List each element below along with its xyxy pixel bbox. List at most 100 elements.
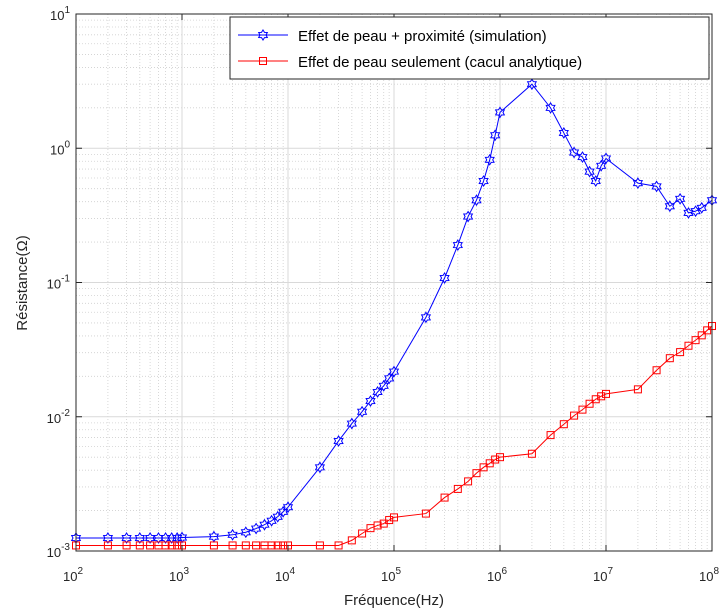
data-point-analytique — [135, 541, 144, 550]
x-tick-label: 108 — [699, 566, 719, 584]
data-point-analytique — [652, 366, 661, 375]
data-point-simulation — [577, 151, 588, 163]
data-point-analytique — [146, 541, 155, 550]
data-point-simulation — [600, 152, 612, 165]
data-point-analytique — [267, 541, 276, 550]
data-point-analytique — [578, 405, 587, 414]
data-point-analytique — [167, 541, 176, 550]
data-point-analytique — [103, 541, 112, 550]
data-point-analytique — [546, 431, 555, 440]
series-analytique — [72, 322, 716, 550]
data-point-simulation — [227, 528, 238, 541]
data-point-analytique — [334, 541, 343, 550]
data-point-simulation — [134, 532, 145, 544]
x-tick-label: 106 — [487, 566, 507, 584]
data-point-analytique — [665, 354, 674, 363]
data-point-analytique — [491, 455, 500, 464]
data-point-analytique — [228, 541, 237, 550]
data-point-analytique — [161, 541, 170, 550]
data-point-analytique — [633, 385, 642, 394]
x-tick-label: 104 — [275, 566, 295, 584]
data-point-analytique — [570, 411, 579, 420]
data-point-analytique — [591, 395, 600, 404]
data-point-analytique — [479, 463, 488, 472]
data-point-analytique — [421, 509, 430, 518]
legend-swatch-simulation — [238, 29, 288, 41]
data-point-simulation — [365, 395, 376, 407]
grid — [75, 13, 713, 552]
data-point-analytique — [390, 513, 398, 522]
data-point-analytique — [358, 529, 367, 538]
data-point-simulation — [121, 532, 132, 544]
data-point-analytique — [453, 484, 462, 493]
data-point-simulation — [690, 205, 701, 218]
data-point-simulation — [278, 505, 289, 518]
series-line-simulation — [76, 83, 713, 539]
data-point-simulation — [388, 365, 400, 378]
data-point-analytique — [703, 326, 712, 335]
data-point-analytique — [347, 536, 356, 545]
data-point-simulation — [462, 210, 474, 223]
y-tick-label: 100 — [50, 139, 70, 157]
x-tick-label: 103 — [169, 566, 189, 584]
data-point-analytique — [496, 453, 504, 462]
data-point-analytique — [559, 420, 568, 429]
data-point-simulation — [378, 379, 389, 392]
data-point-analytique — [440, 493, 449, 502]
data-point-simulation — [314, 461, 326, 474]
legend-label-simulation: Effet de peau + proximité (simulation) — [298, 28, 547, 45]
y-axis-label: Résistance(Ω) — [14, 235, 31, 330]
data-point-simulation — [674, 192, 686, 205]
data-series — [70, 78, 718, 550]
legend-marker-simulation — [257, 29, 269, 41]
y-axis-tick-labels: 10-3 10-2 10-1 100 101 — [47, 5, 71, 560]
data-point-simulation — [282, 501, 294, 514]
data-point-analytique — [373, 521, 382, 530]
legend-marker-analytique — [259, 57, 267, 65]
x-tick-label: 107 — [593, 566, 613, 584]
data-point-simulation — [484, 153, 495, 166]
data-point-analytique — [122, 541, 131, 550]
data-point-simulation — [526, 78, 538, 91]
data-point-analytique — [527, 449, 536, 458]
data-point-analytique — [209, 541, 218, 550]
y-tick-label: 10-2 — [47, 408, 71, 426]
x-axis-tick-labels: 102 103 104 105 106 107 108 — [63, 566, 719, 584]
data-point-simulation — [372, 386, 383, 398]
data-point-simulation — [584, 165, 595, 178]
data-point-analytique — [273, 541, 282, 550]
data-point-simulation — [632, 177, 644, 190]
data-point-simulation — [696, 201, 707, 214]
legend: Effet de peau + proximité (simulation) E… — [229, 16, 710, 80]
data-point-simulation — [651, 180, 662, 193]
data-point-simulation — [452, 239, 463, 252]
data-point-analytique — [597, 392, 606, 401]
data-point-simulation — [356, 405, 368, 418]
data-point-analytique — [691, 336, 700, 345]
data-point-simulation — [568, 146, 580, 159]
data-point-analytique — [252, 541, 261, 550]
legend-box — [229, 16, 710, 80]
y-tick-label: 10-1 — [47, 274, 71, 292]
data-point-analytique — [602, 389, 610, 398]
x-tick-label: 105 — [381, 566, 401, 584]
data-point-simulation — [420, 311, 432, 324]
data-point-simulation — [664, 200, 675, 213]
data-point-simulation — [558, 127, 569, 139]
data-point-simulation — [590, 175, 601, 187]
x-axis-label: Fréquence(Hz) — [344, 592, 444, 609]
data-point-simulation — [683, 206, 694, 219]
data-point-simulation — [266, 514, 277, 527]
data-point-analytique — [315, 541, 324, 550]
data-point-analytique — [464, 477, 473, 486]
data-point-simulation — [172, 532, 183, 544]
legend-swatch-analytique — [238, 57, 288, 65]
x-tick-label: 102 — [63, 566, 83, 584]
series-simulation — [70, 78, 718, 544]
data-point-simulation — [471, 194, 482, 207]
data-point-analytique — [472, 469, 481, 478]
data-point-simulation — [490, 129, 501, 142]
data-point-simulation — [176, 531, 188, 544]
data-point-analytique — [241, 541, 250, 550]
